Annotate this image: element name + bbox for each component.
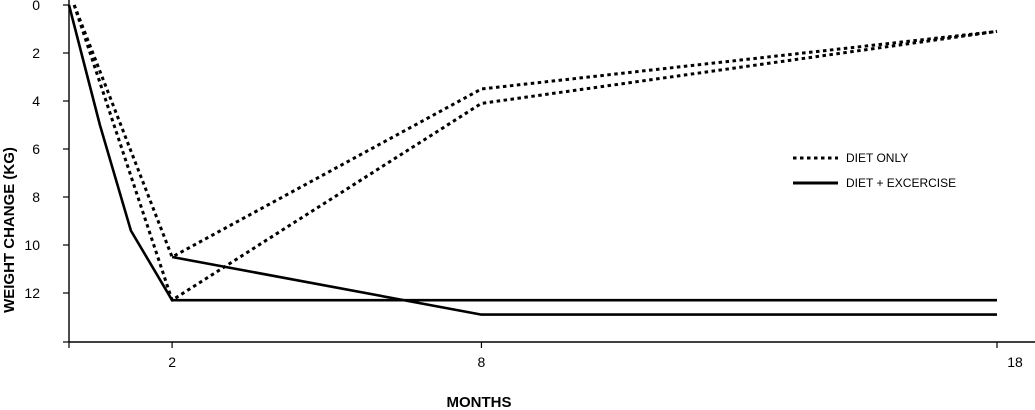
x-tick-label: 18 [1007, 354, 1023, 370]
y-tick-label: 0 [32, 0, 40, 13]
y-axis-title: WEIGHT CHANGE (KG) [1, 147, 18, 313]
y-tick-label: 2 [32, 45, 40, 61]
diet-only-line-0 [72, 4, 998, 259]
legend: DIET ONLY DIET + EXCERCISE [793, 151, 956, 190]
x-axis-title: MONTHS [447, 394, 512, 410]
diet-exercise-line-1 [171, 255, 997, 316]
diet-only-line-1 [72, 4, 998, 302]
y-tick-label: 12 [24, 285, 40, 301]
y-tick-label: 6 [32, 141, 40, 157]
y-axis-ticks: 0 2 4 6 8 10 12 [24, 0, 69, 343]
diet-exercise-line-0 [67, 4, 997, 302]
x-axis-ticks: 2 8 18 [68, 342, 1023, 370]
x-tick-label: 8 [478, 354, 486, 370]
legend-label-diet-only: DIET ONLY [846, 151, 908, 165]
y-tick-label: 4 [32, 93, 40, 109]
y-tick-label: 8 [32, 189, 40, 205]
series-group [67, 4, 998, 316]
y-tick-label: 10 [24, 237, 40, 253]
x-tick-label: 2 [168, 354, 176, 370]
legend-label-diet-exercise: DIET + EXCERCISE [846, 176, 956, 190]
